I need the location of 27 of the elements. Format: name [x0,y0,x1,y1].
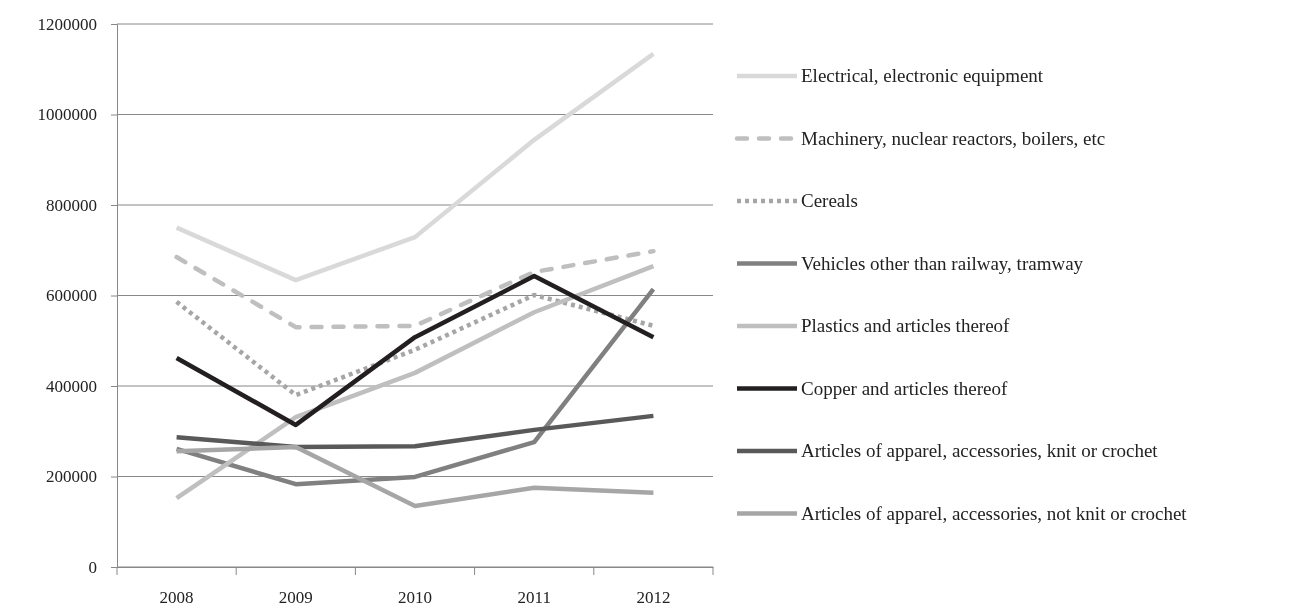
y-tick-label: 0 [88,557,97,577]
legend-label: Cereals [801,190,858,211]
y-tick-label: 600000 [46,286,97,306]
x-tick-label: 2012 [636,588,671,608]
legend-label: Articles of apparel, accessories, not knit or crochet [801,502,1188,524]
x-tick-label: 2010 [398,588,432,608]
line-series [174,273,656,428]
legend-label: Articles of apparel, accessories, knit or crochet [801,440,1159,461]
y-tick-label: 800000 [46,195,97,215]
x-tick-label: 2008 [159,588,194,608]
x-tick-label: 2009 [278,588,313,608]
line-series [174,413,656,450]
line-series [174,248,656,330]
y-tick-label: 1200000 [37,14,97,34]
line-series [174,292,656,398]
legend-label: Copper and articles thereof [801,377,1008,399]
legend-label: Vehicles other than railway, tramway [801,252,1084,274]
y-tick-label: 400000 [46,376,97,396]
x-tick-label: 2011 [517,588,551,608]
legend-label: Machinery, nuclear reactors, boilers, etc [801,127,1106,149]
legend-label: Plastics and articles thereof [801,315,1011,336]
line-series [174,51,656,283]
line-series [174,263,656,501]
legend-label: Electrical, electronic equipment [801,65,1044,86]
y-tick-label: 1000000 [37,105,97,125]
y-tick-label: 200000 [46,467,97,487]
line-series [174,444,656,509]
